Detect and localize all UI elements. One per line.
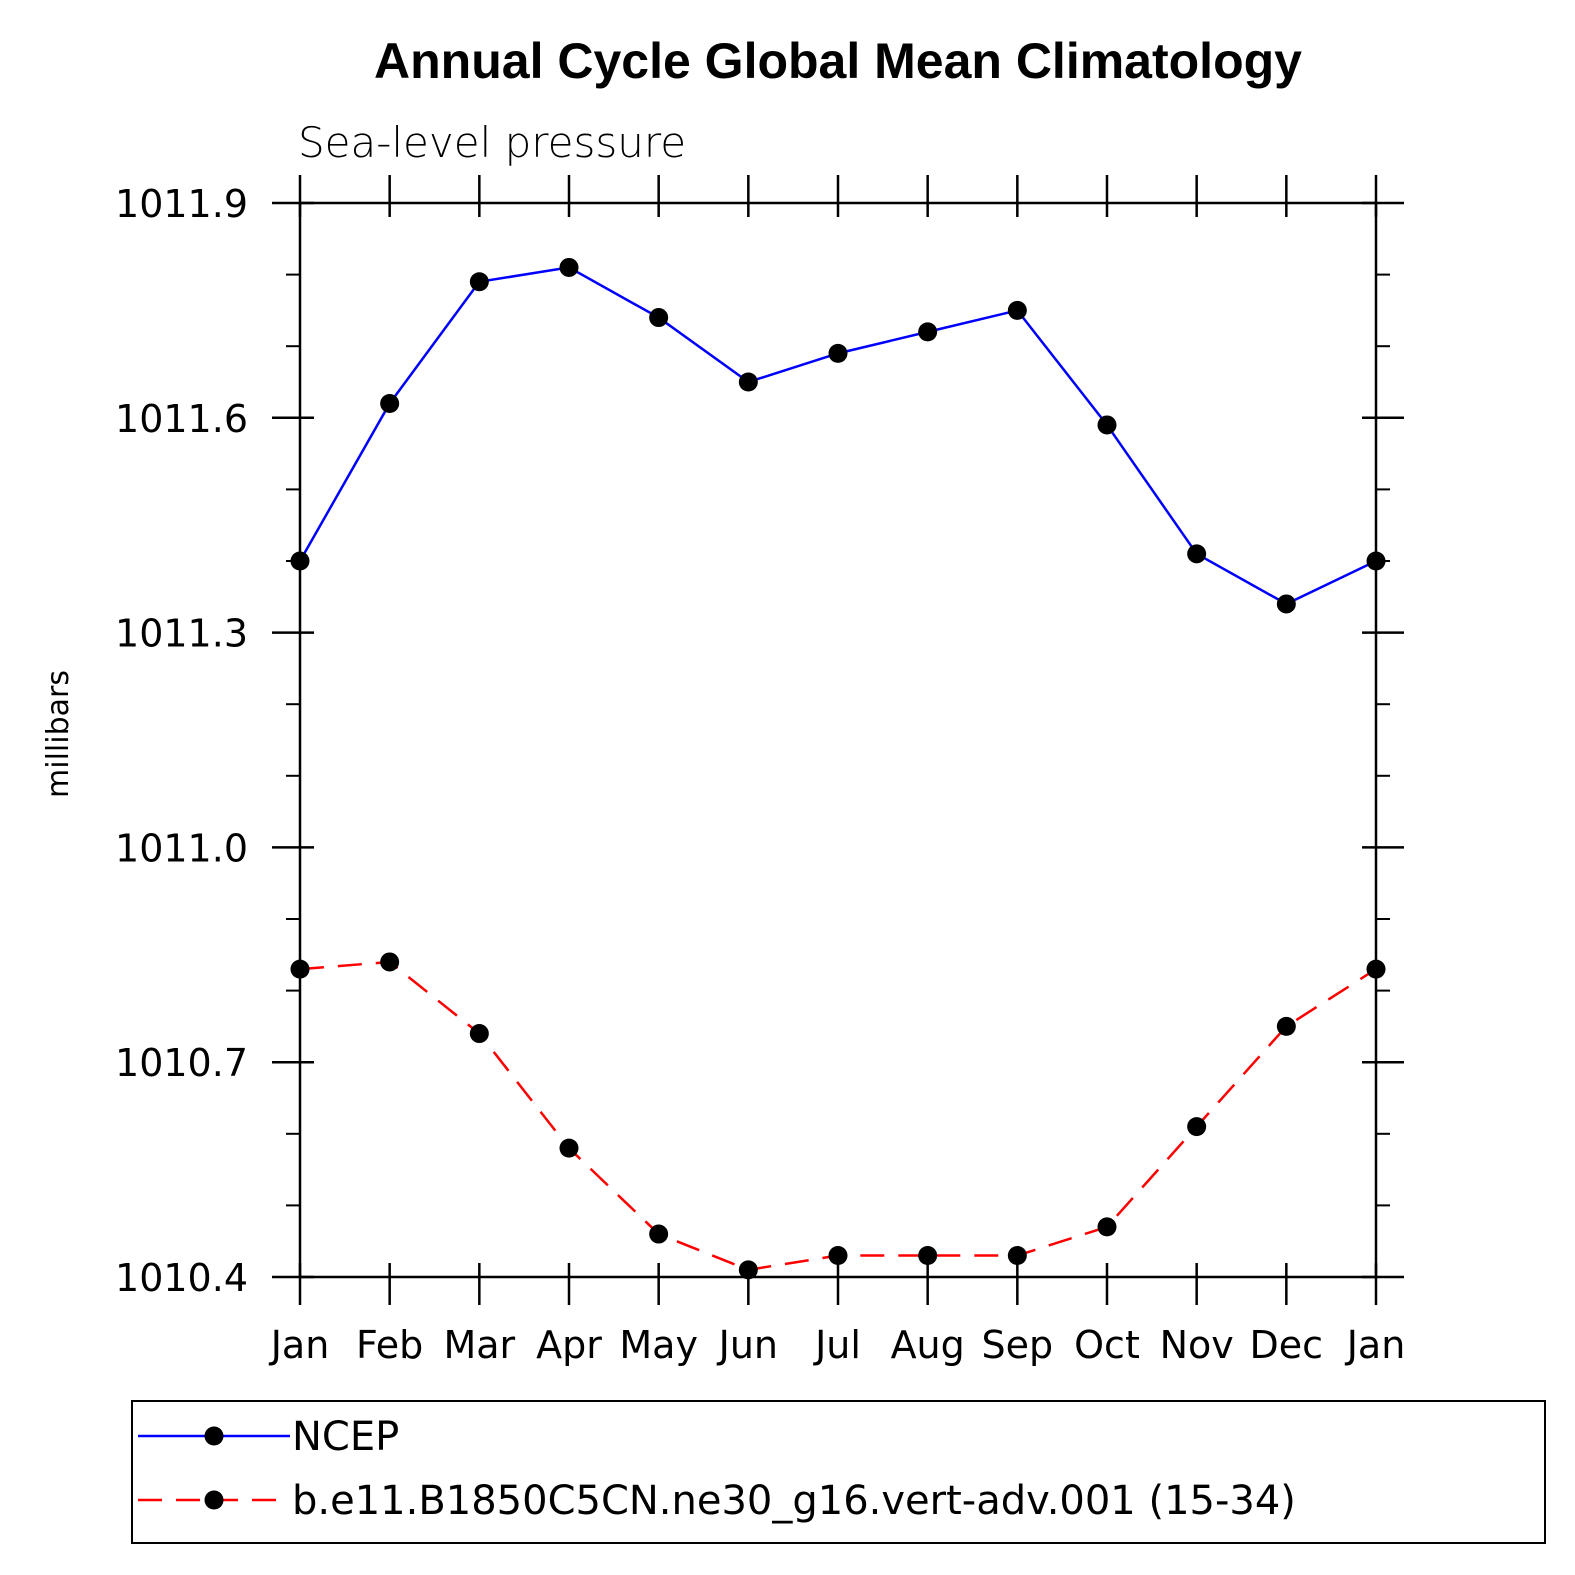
legend-entries: NCEP b.e11.B1850C5CN.ne30_g16.vert-adv.00…	[138, 1414, 1296, 1524]
chart-subtitle: Sea-level pressure	[298, 118, 686, 167]
legend-marker	[204, 1490, 224, 1510]
data-point	[469, 1024, 489, 1044]
y-tick-labels: 1010.4 1010.7 1011.0 1011.3 1011.6 1011.9	[115, 182, 248, 1300]
y-tick-label: 1011.6	[115, 397, 248, 441]
data-point	[1187, 544, 1207, 564]
x-tick-label: Jun	[717, 1323, 778, 1367]
x-tick-label: Oct	[1074, 1323, 1140, 1367]
data-point	[1097, 415, 1117, 435]
data-point	[1187, 1117, 1207, 1137]
series-line	[298, 266, 1377, 606]
data-point	[1276, 594, 1296, 614]
legend-box	[131, 1400, 1546, 1544]
data-point	[828, 1246, 848, 1266]
y-tick-label: 1011.0	[115, 826, 248, 870]
data-point	[649, 308, 669, 328]
data-point	[380, 952, 400, 972]
data-point	[738, 372, 758, 392]
x-tick-labels: Jan Feb Mar Apr May Jun Jul Aug Sep Oct Nov Dec Jan	[269, 1323, 1406, 1367]
data-point	[469, 272, 489, 292]
axis-ticks	[272, 175, 1404, 1305]
x-tick-label: Aug	[891, 1323, 965, 1367]
y-axis-label: millibars	[41, 670, 76, 798]
data-point	[649, 1224, 669, 1244]
series-line	[299, 960, 1377, 1272]
data-point	[1276, 1016, 1296, 1036]
x-tick-label: Dec	[1250, 1323, 1324, 1367]
x-tick-label: May	[619, 1323, 698, 1367]
y-tick-label: 1011.3	[115, 612, 248, 656]
x-tick-label: Nov	[1160, 1323, 1234, 1367]
x-tick-label: Sep	[982, 1323, 1054, 1367]
data-point	[380, 393, 400, 413]
x-tick-label: Jan	[1345, 1323, 1406, 1367]
data-point	[1007, 300, 1027, 320]
data-point	[738, 1260, 758, 1280]
series-layer	[290, 257, 1386, 1280]
data-point	[918, 322, 938, 342]
data-point	[559, 257, 579, 277]
data-point	[828, 343, 848, 363]
plot-frame	[298, 201, 1378, 1279]
y-tick-label: 1011.9	[115, 182, 248, 226]
data-point	[918, 1246, 938, 1266]
y-tick-label: 1010.4	[115, 1256, 248, 1300]
series-1	[290, 257, 1386, 614]
x-tick-label: Feb	[356, 1323, 423, 1367]
legend-label: NCEP	[292, 1414, 399, 1460]
x-tick-label: Jan	[269, 1323, 330, 1367]
x-tick-label: Mar	[443, 1323, 515, 1367]
chart-title: Annual Cycle Global Mean Climatology	[374, 33, 1302, 89]
series-2	[290, 952, 1386, 1280]
y-tick-label: 1010.7	[115, 1041, 248, 1085]
data-point	[559, 1138, 579, 1158]
legend: NCEP b.e11.B1850C5CN.ne30_g16.vert-adv.00…	[131, 1400, 1546, 1544]
data-point	[1097, 1217, 1117, 1237]
x-tick-label: Jul	[813, 1323, 861, 1367]
x-tick-label: Apr	[536, 1323, 602, 1367]
legend-label: b.e11.B1850C5CN.ne30_g16.vert-adv.001 (1…	[292, 1478, 1296, 1524]
data-point	[1007, 1246, 1027, 1266]
legend-marker	[204, 1426, 224, 1446]
